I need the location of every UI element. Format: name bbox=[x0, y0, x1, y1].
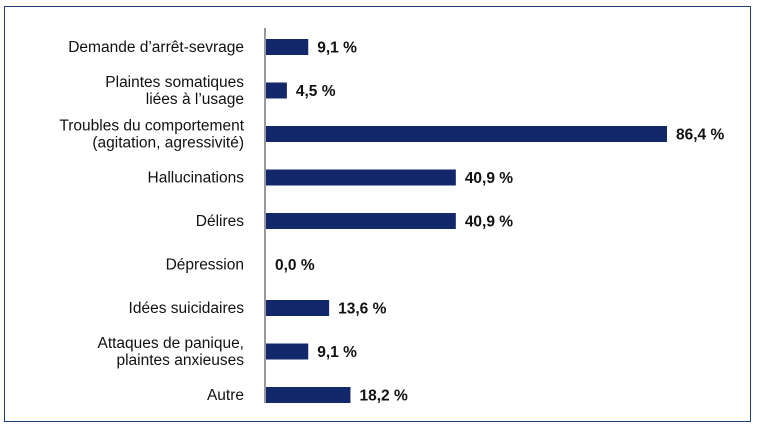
category-label-line: Délires bbox=[196, 213, 244, 230]
category-label: Troubles du comportement (agitation, agre… bbox=[59, 118, 244, 152]
value-label: 86,4 % bbox=[676, 127, 724, 144]
bar bbox=[266, 300, 330, 316]
category-label-line: Dépression bbox=[166, 257, 244, 274]
category-label-line: Plaintes somatiques bbox=[105, 74, 244, 91]
bar bbox=[266, 82, 287, 99]
value-label: 13,6 % bbox=[338, 301, 386, 318]
value-label: 4,5 % bbox=[296, 83, 336, 100]
category-label-line: Autre bbox=[207, 387, 244, 404]
value-label: 0,0 % bbox=[275, 257, 315, 274]
category-label-line: Hallucinations bbox=[148, 170, 245, 187]
category-label: Dépression bbox=[166, 257, 244, 274]
category-label: Demande d’arrêt-sevrage bbox=[68, 39, 244, 56]
category-label-line: Idées suicidaires bbox=[129, 300, 245, 317]
category-label-line: Troubles du comportement bbox=[59, 118, 244, 135]
bar bbox=[266, 387, 351, 403]
category-label-line: liées à l’usage bbox=[146, 91, 244, 108]
category-label-line: Demande d’arrêt-sevrage bbox=[68, 39, 244, 56]
category-label-line: Attaques de panique, bbox=[97, 335, 244, 352]
category-label: Délires bbox=[196, 213, 244, 230]
category-label: Attaques de panique, plaintes anxieuses bbox=[97, 335, 244, 369]
category-label-line: (agitation, agressivité) bbox=[92, 135, 244, 152]
value-label: 18,2 % bbox=[359, 388, 407, 405]
chart-frame bbox=[4, 6, 751, 422]
bar bbox=[266, 213, 456, 229]
category-label: Plaintes somatiques liées à l’usage bbox=[105, 74, 244, 108]
value-label: 40,9 % bbox=[465, 170, 513, 187]
value-label: 9,1 % bbox=[317, 40, 357, 57]
value-label: 40,9 % bbox=[465, 214, 513, 231]
category-label: Autre bbox=[207, 387, 244, 404]
bar bbox=[266, 343, 309, 360]
bar bbox=[266, 169, 456, 186]
bar bbox=[266, 39, 309, 55]
category-label: Idées suicidaires bbox=[129, 300, 245, 317]
category-label-line: plaintes anxieuses bbox=[116, 352, 244, 369]
bar bbox=[266, 126, 667, 142]
category-label: Hallucinations bbox=[148, 170, 245, 187]
value-label: 9,1 % bbox=[317, 344, 357, 361]
